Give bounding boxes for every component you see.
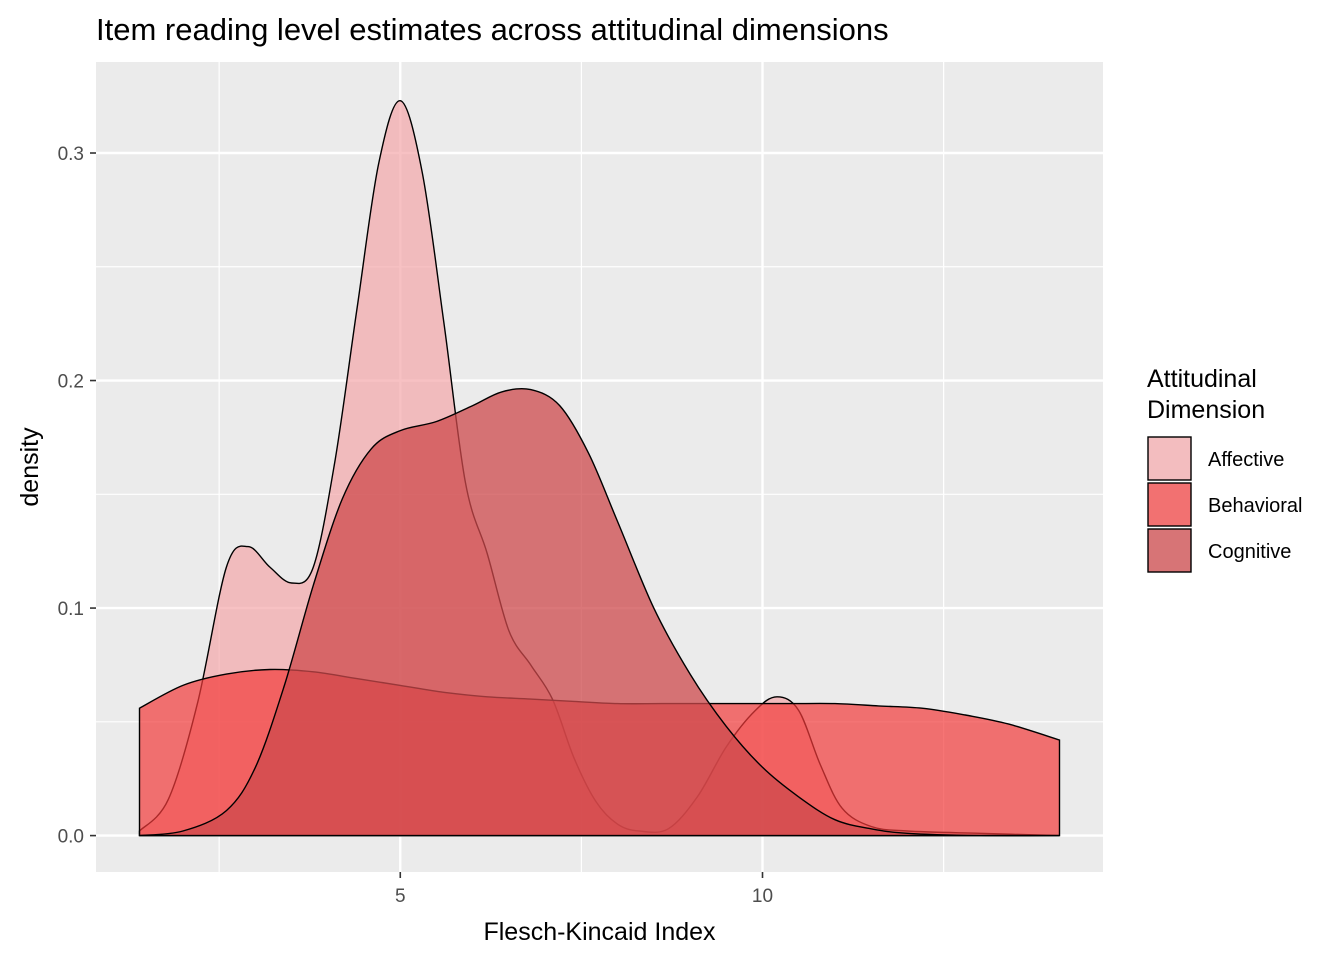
legend-swatch-affective	[1147, 436, 1192, 481]
legend-swatch-behavioral	[1147, 482, 1192, 527]
legend: Attitudinal Dimension Affective Behaviora…	[1147, 365, 1303, 573]
y-axis: 0.0 0.1 0.2 0.3	[58, 144, 96, 848]
y-tick-label: 0.3	[58, 144, 84, 165]
y-axis-title: density	[16, 427, 44, 507]
legend-label-behavioral: Behavioral	[1208, 495, 1303, 517]
legend-title-line-2: Dimension	[1147, 396, 1265, 424]
y-tick-label: 0.2	[58, 372, 84, 393]
y-tick-label: 0.0	[58, 827, 84, 848]
density-area-cognitive	[139, 387, 1060, 837]
x-axis: 5 10	[395, 872, 773, 907]
legend-label-affective: Affective	[1208, 449, 1284, 471]
x-tick-label: 5	[395, 886, 406, 907]
legend-swatch-cognitive	[1147, 528, 1192, 573]
x-axis-title: Flesch-Kincaid Index	[483, 918, 716, 946]
chart-title: Item reading level estimates across atti…	[96, 12, 889, 47]
x-tick-label: 10	[752, 886, 773, 907]
y-tick-label: 0.1	[58, 599, 84, 620]
legend-title-line-1: Attitudinal	[1147, 365, 1257, 393]
density-areas	[138, 100, 1061, 837]
legend-label-cognitive: Cognitive	[1208, 541, 1291, 563]
